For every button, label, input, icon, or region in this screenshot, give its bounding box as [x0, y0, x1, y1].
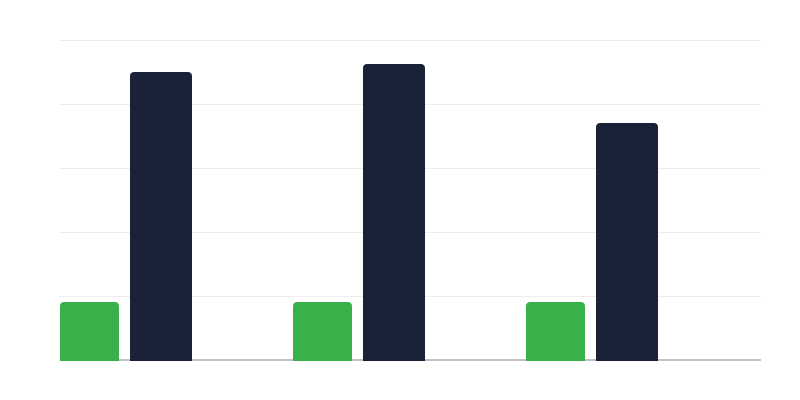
bar-navy-series-1 — [130, 72, 192, 361]
bar-navy-series-2 — [363, 64, 425, 361]
bar-green-series-2 — [293, 302, 352, 361]
gridline — [60, 39, 761, 41]
bar-green-series-3 — [526, 302, 585, 361]
bar-navy-series-3 — [596, 123, 658, 361]
bar-green-series-1 — [60, 302, 119, 361]
